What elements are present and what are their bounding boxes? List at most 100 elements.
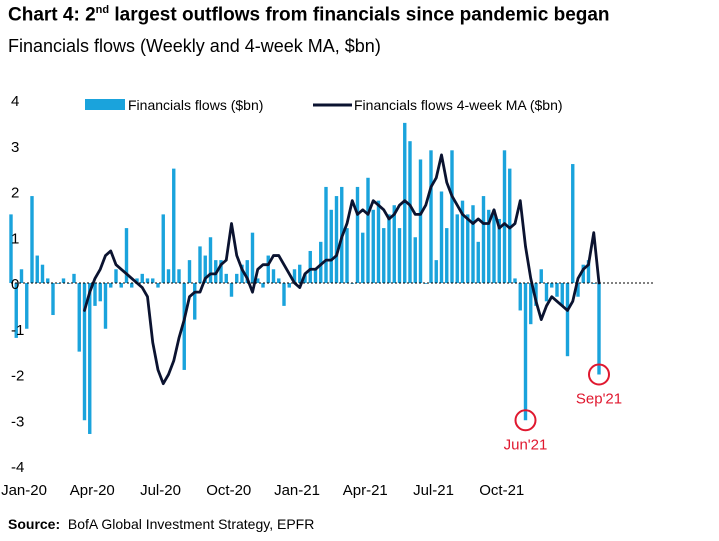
flow-bar (145, 278, 150, 283)
x-tick-label: Jul-21 (413, 482, 454, 499)
flow-bar (166, 269, 171, 283)
flow-bar (492, 209, 496, 283)
flow-bar (161, 214, 165, 284)
flow-bar (271, 269, 276, 283)
flow-bar (434, 260, 438, 284)
legend-bar-swatch (85, 99, 125, 110)
flow-bar (581, 264, 585, 283)
flow-bar (88, 283, 92, 434)
flow-bar (324, 186, 328, 283)
flow-bar (508, 168, 512, 284)
flow-bar (135, 278, 139, 283)
flow-bar (450, 150, 454, 283)
flow-bar (19, 269, 24, 283)
flow-bar (98, 283, 102, 302)
flow-bar (298, 264, 302, 283)
flow-bar (319, 241, 323, 283)
flow-bar (124, 228, 129, 283)
flow-bar (397, 228, 402, 283)
flow-bar (182, 283, 186, 370)
x-tick-label: Jan-21 (274, 482, 320, 499)
flow-bar (119, 283, 123, 288)
flow-bar (586, 260, 591, 284)
flow-bar (403, 122, 407, 284)
flow-bar (240, 264, 244, 283)
legend-line-label: Financials flows 4-week MA ($bn) (354, 97, 563, 113)
flow-bar (518, 283, 522, 311)
flow-bar (287, 283, 291, 288)
flow-bar (151, 278, 155, 283)
flow-bar (256, 278, 260, 283)
flow-bar (455, 214, 459, 284)
flow-bar (292, 269, 297, 283)
flow-bar (40, 264, 45, 283)
flow-bar (203, 255, 207, 283)
flow-bar (534, 283, 538, 306)
flow-bar (371, 209, 375, 283)
flow-bar (366, 177, 370, 283)
legend-bar-label: Financials flows ($bn) (128, 97, 263, 113)
annotation-circle (588, 363, 610, 386)
flow-bar (177, 269, 181, 283)
flow-bar (46, 278, 50, 283)
flow-bar (418, 159, 423, 283)
flow-bar (308, 250, 312, 283)
flow-bar (502, 150, 507, 283)
flow-bar (208, 237, 213, 283)
flow-bar (25, 283, 29, 329)
y-tick-label: -4 (11, 459, 24, 476)
flow-bar (476, 241, 480, 283)
flow-bar (392, 205, 396, 283)
flow-bar (424, 283, 428, 284)
x-tick-label: Oct-21 (479, 482, 524, 499)
flow-bar (266, 255, 270, 283)
flow-bar (193, 283, 197, 320)
x-tick-label: Jan-20 (1, 482, 47, 499)
flow-bar (156, 283, 160, 288)
flow-bar (408, 141, 412, 283)
flow-bar (497, 218, 501, 283)
source-note: Source: BofA Global Investment Strategy,… (8, 516, 315, 532)
y-tick-label: 3 (11, 139, 19, 156)
flow-bar (523, 283, 528, 421)
flow-bar (61, 278, 66, 283)
chart-title: Chart 4: 2nd largest outflows from finan… (8, 4, 610, 26)
flow-bar (429, 150, 433, 283)
flow-bar (529, 283, 533, 325)
x-tick-label: Apr-21 (343, 482, 388, 499)
y-tick-label: 4 (11, 93, 19, 110)
flow-bar (245, 260, 249, 284)
y-tick-label: 1 (11, 230, 19, 247)
flow-bar (56, 283, 60, 284)
flow-bar (109, 283, 113, 288)
flow-bar (51, 283, 55, 316)
ma-series-line (83, 153, 601, 386)
flow-bar (303, 273, 307, 283)
annotation-label: Jun'21 (504, 436, 548, 453)
flow-bar (471, 205, 475, 283)
flow-bar (376, 200, 381, 283)
flow-bar (9, 214, 13, 284)
flow-bar (487, 209, 491, 283)
flow-bar (130, 283, 134, 288)
flow-bar (571, 164, 575, 283)
flow-bar (198, 246, 202, 283)
flow-bar (219, 260, 223, 284)
flow-bar (560, 283, 564, 306)
flow-bar (592, 283, 596, 284)
y-tick-label: -3 (11, 413, 24, 430)
flow-bar (103, 283, 108, 329)
y-tick-label: 2 (11, 185, 19, 202)
flow-bar (35, 255, 39, 283)
flow-bar (382, 228, 386, 283)
x-tick-label: Apr-20 (70, 482, 115, 499)
flow-bar (466, 214, 470, 284)
flow-bar (460, 200, 465, 283)
flow-bar (445, 228, 449, 283)
flow-bar (172, 168, 176, 284)
chart-subtitle: Financials flows (Weekly and 4-week MA, … (8, 36, 381, 56)
flow-bar (282, 283, 286, 306)
flow-bar (250, 232, 255, 283)
y-tick-label: 0 (11, 276, 19, 293)
flow-bar (72, 273, 76, 283)
